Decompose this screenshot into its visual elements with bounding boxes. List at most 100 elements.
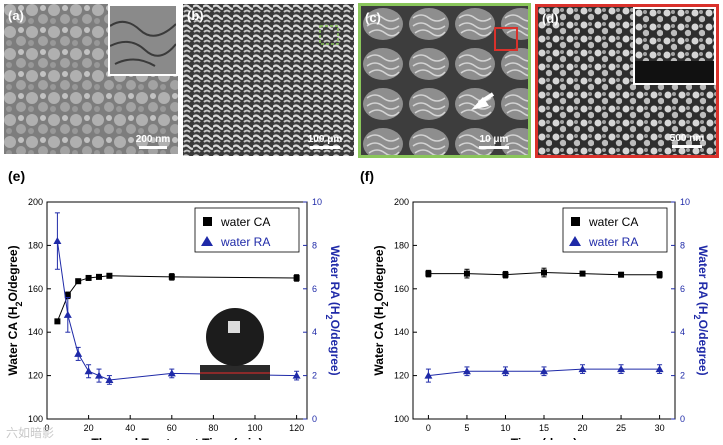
chart-f: (f) 0 5 10 15 20 25 30 100 120 140 160 180 200 0 2 4 6 8 10… — [360, 168, 710, 440]
x-tick-label: 60 — [167, 423, 177, 433]
x-tick-label: 20 — [84, 423, 94, 433]
data-point-square — [541, 269, 547, 276]
x-tick-label: 10 — [500, 423, 510, 433]
sem-image-b: (b) 100 μm — [183, 4, 354, 156]
scale-bar-a-text: 200 nm — [135, 134, 171, 145]
y-right-tick-label: 8 — [680, 240, 685, 250]
x-axis-label: Time (days) — [511, 436, 577, 440]
y-right-tick-label: 0 — [312, 414, 317, 424]
panel-label-b: (b) — [187, 8, 204, 23]
data-point-triangle — [578, 365, 587, 373]
watermark: 六如暗影 — [6, 426, 55, 440]
legend-label: water CA — [220, 215, 270, 229]
sem-texture-c — [361, 6, 528, 155]
data-point-triangle — [95, 371, 103, 379]
y-left-tick-label: 100 — [394, 414, 409, 424]
water-droplet — [206, 308, 264, 366]
data-point-square — [656, 271, 663, 278]
y-right-tick-label: 6 — [312, 284, 317, 294]
x-tick-label: 20 — [578, 423, 588, 433]
data-point-triangle — [84, 367, 93, 375]
data-point-triangle — [617, 365, 626, 373]
y-right-tick-label: 6 — [680, 284, 685, 294]
y-left-tick-label: 180 — [28, 240, 43, 250]
y-left-tick-label: 100 — [28, 414, 43, 424]
y-left-tick-label: 200 — [394, 197, 409, 207]
legend-label: water CA — [588, 215, 638, 229]
legend-box — [562, 207, 668, 253]
chart-e: (e) 0 20 40 60 80 100 120 100 120 140 160 180 200 0 2 4 6… — [6, 168, 342, 440]
data-point-square — [168, 273, 175, 280]
x-tick-label: 120 — [289, 423, 304, 433]
scale-bar-b-line — [310, 146, 340, 149]
scale-bar-c: 10 μm — [469, 134, 519, 149]
y-left-tick-label: 140 — [394, 327, 409, 337]
data-point-square — [425, 270, 432, 277]
inset-image-a — [108, 4, 178, 76]
data-point-triangle — [53, 237, 62, 245]
y-right-axis-label: Water RA (H2O/degree) — [324, 245, 342, 375]
x-tick-label: 30 — [655, 423, 665, 433]
legend-marker-square — [203, 217, 212, 226]
data-point-triangle — [540, 367, 548, 375]
series-line-water-CA — [56, 275, 297, 322]
x-tick-label: 100 — [247, 423, 262, 433]
data-point-square — [85, 274, 92, 281]
data-point-triangle — [501, 367, 510, 375]
y-right-tick-label: 4 — [312, 327, 317, 337]
scale-bar-b-text: 100 μm — [307, 134, 343, 145]
x-tick-label: 40 — [125, 423, 135, 433]
legend-label: water RA — [220, 235, 270, 249]
data-point-square — [502, 271, 509, 278]
panel-label-d: (d) — [542, 11, 559, 26]
scale-bar-b: 100 μm — [299, 134, 351, 149]
data-point-triangle — [105, 375, 114, 383]
x-axis-label: Thermal Treatment Time (min) — [91, 436, 262, 440]
data-point-square — [64, 292, 71, 299]
data-point-triangle — [462, 367, 471, 375]
y-right-tick-label: 10 — [680, 197, 690, 207]
y-right-tick-label: 0 — [680, 414, 685, 424]
sem-image-a: (a) 200 nm — [4, 4, 178, 154]
legend-marker-triangle — [201, 236, 213, 246]
data-point-square — [75, 278, 82, 285]
chart-panel-label: (f) — [360, 168, 374, 184]
legend-marker-square — [571, 217, 580, 226]
arrow-icon — [471, 97, 489, 110]
y-left-tick-label: 180 — [394, 240, 409, 250]
y-left-tick-label: 120 — [394, 371, 409, 381]
data-point-square — [618, 271, 625, 278]
plot-frame — [46, 201, 308, 420]
data-point-triangle — [74, 349, 83, 357]
legend-marker-triangle — [569, 236, 581, 246]
sem-image-c: (c) 10 μm — [358, 3, 531, 158]
x-tick-label: 15 — [539, 423, 549, 433]
y-right-tick-label: 2 — [312, 371, 317, 381]
y-right-tick-label: 2 — [680, 371, 685, 381]
scale-bar-c-line — [479, 146, 509, 149]
scale-bar-d: 500 nm — [662, 133, 712, 148]
scale-bar-a: 200 nm — [130, 134, 176, 149]
legend-label: water RA — [588, 235, 638, 249]
data-point-triangle — [292, 371, 301, 379]
legend-box — [194, 207, 300, 253]
data-point-square — [96, 273, 102, 280]
sem-image-d: (d) 500 nm — [535, 4, 719, 158]
scale-bar-c-text: 10 μm — [479, 134, 509, 145]
data-point-square — [54, 318, 61, 325]
y-left-axis-label: Water CA (H2O/degree) — [6, 245, 24, 375]
data-point-triangle — [424, 371, 433, 379]
data-point-square — [106, 272, 113, 279]
y-left-tick-label: 200 — [28, 197, 43, 207]
x-tick-label: 25 — [616, 423, 626, 433]
x-tick-label: 0 — [44, 423, 49, 433]
panel-label-c: (c) — [365, 10, 381, 25]
y-right-tick-label: 10 — [312, 197, 322, 207]
x-tick-label: 0 — [426, 423, 431, 433]
droplet-highlight — [228, 321, 240, 333]
y-left-axis-label: Water CA (H2O/degree) — [372, 245, 390, 375]
scale-bar-a-line — [139, 146, 167, 149]
panel-label-a: (a) — [8, 8, 24, 23]
scale-bar-d-line — [672, 145, 702, 148]
chart-panel-label: (e) — [8, 168, 25, 184]
